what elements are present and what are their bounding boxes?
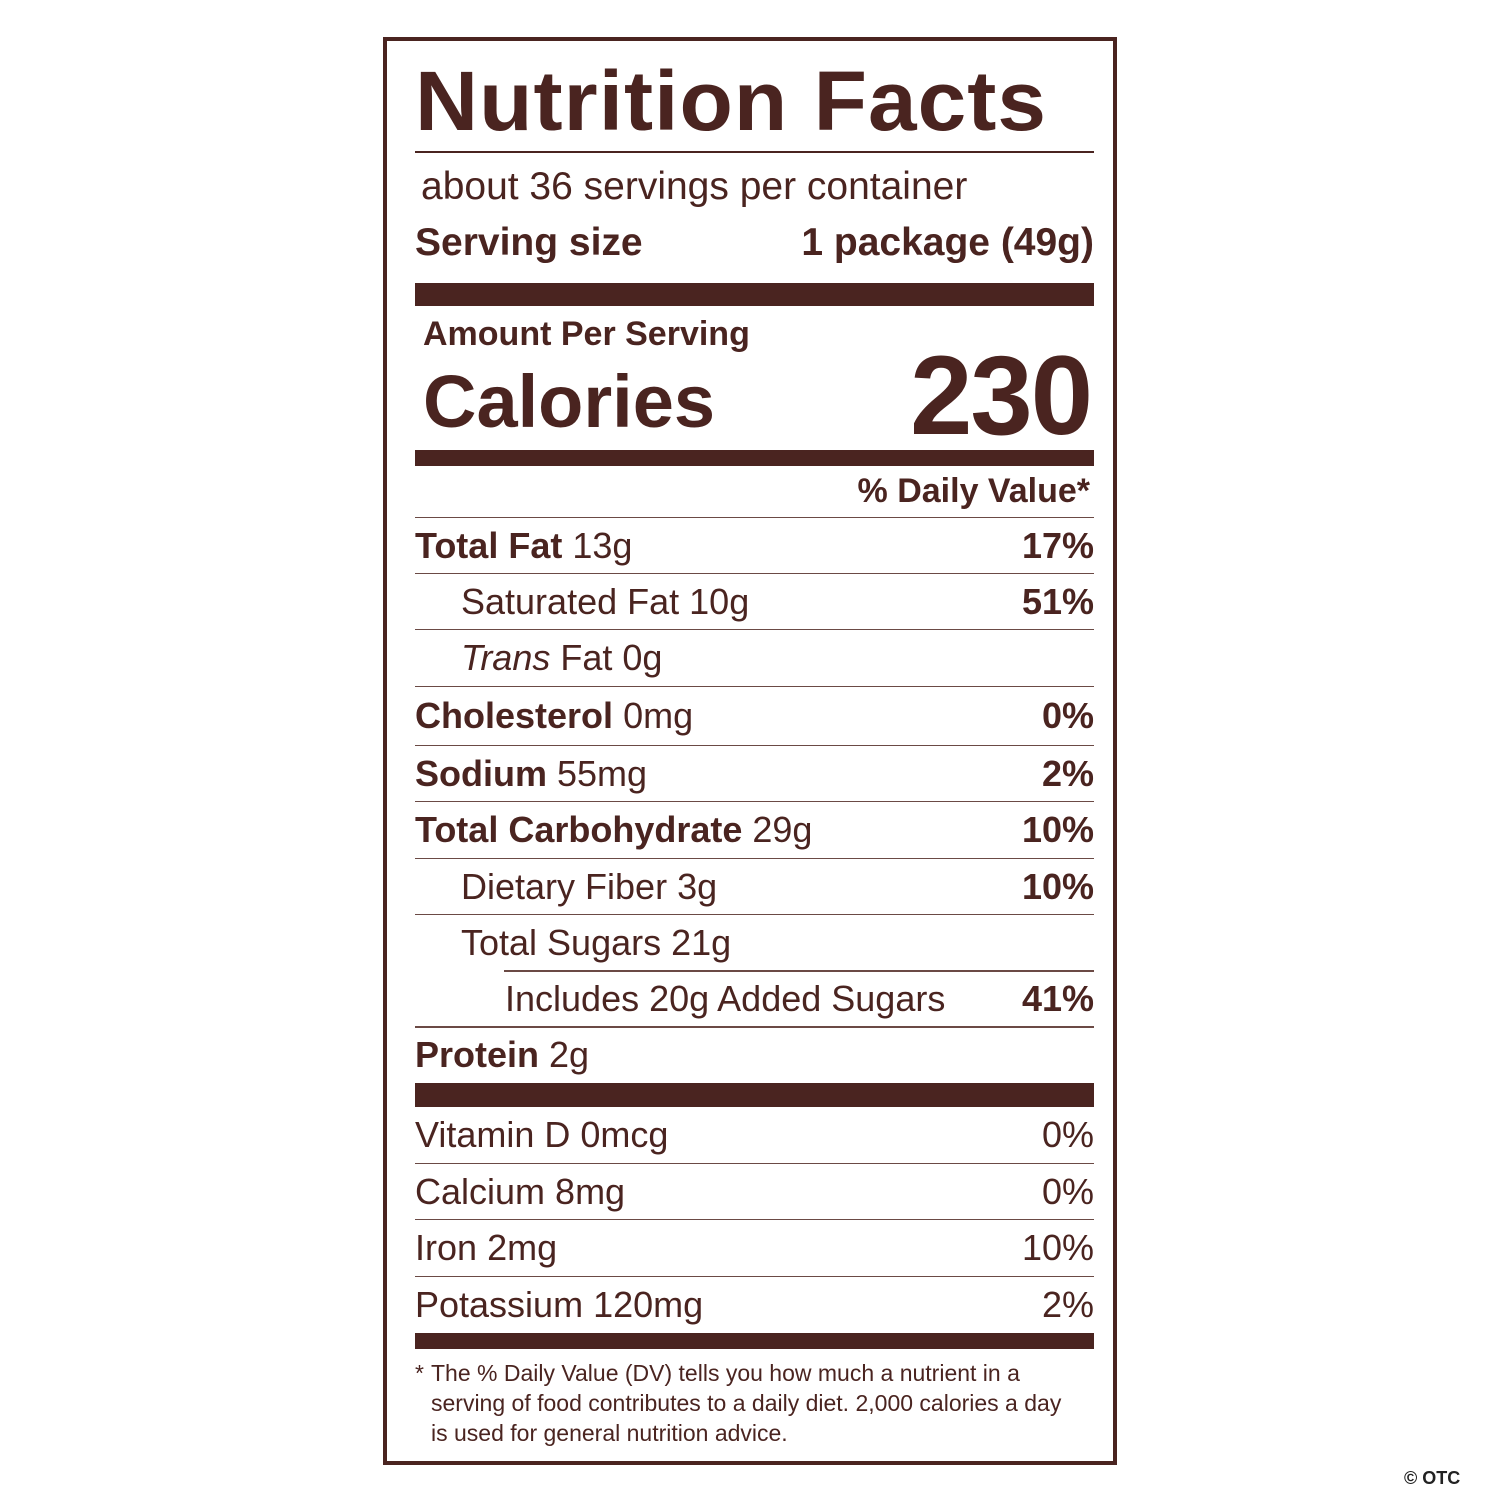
nutrient-amount: 21g [671,922,732,963]
nutrient-amount: 0mg [623,695,694,736]
thick-divider [415,1333,1094,1349]
nutrient-name: Total Carbohydrate [415,809,743,850]
nutrient-name: Total Fat [415,524,563,566]
vitamin-name: Vitamin D [415,1114,571,1155]
serving-size-value: 1 package (49g) [801,221,1094,264]
divider [415,151,1094,153]
daily-value-header: % Daily Value* [415,468,1094,518]
calories-value: 230 [910,333,1093,458]
nutrient-amount: 2g [549,1034,590,1075]
vitamin-dv: 0% [1041,1114,1094,1155]
nutrient-name: Sodium [415,752,547,794]
nutrient-row-total-carbohydrate: Total Carbohydrate 29g 10% [415,802,1094,859]
nutrient-name: Saturated Fat [461,580,680,622]
vitamin-name: Potassium [415,1284,584,1325]
vitamin-row-potassium: Potassium 120mg 2% [415,1277,1094,1333]
nutrient-amount: 55mg [557,752,648,794]
nutrient-name: Cholesterol [415,695,614,736]
nutrition-facts-label: Nutrition Facts about 36 servings per co… [383,37,1117,1465]
nutrient-dv: 41% [1021,978,1094,1019]
vitamin-name: Iron [415,1227,478,1268]
nutrient-row-cholesterol: Cholesterol 0mg 0% [415,687,1094,746]
vitamin-amount: 2mg [487,1227,558,1268]
nutrient-dv: 10% [1021,809,1094,850]
vitamin-dv: 2% [1041,1284,1094,1325]
nutrient-row-sodium: Sodium 55mg 2% [415,746,1094,802]
nutrient-row-dietary-fiber: Dietary Fiber 3g 10% [415,859,1094,915]
footnote-marker: * [415,1360,424,1386]
vitamin-dv: 10% [1021,1227,1094,1268]
watermark: © OTC [1404,1468,1461,1488]
servings-per-container: about 36 servings per container [421,165,968,208]
nutrient-dv: 51% [1021,580,1094,622]
vitamin-amount: 0mcg [580,1114,669,1155]
nutrient-row-protein: Protein 2g [415,1027,1094,1083]
nutrient-row-added-sugars: Includes 20g Added Sugars 41% [415,971,1094,1027]
nutrient-dv: 0% [1041,695,1094,736]
label-title: Nutrition Facts [415,54,1047,148]
vitamin-row-vitamin-d: Vitamin D 0mcg 0% [415,1107,1094,1164]
nutrient-name: Includes 20g Added Sugars [505,978,946,1019]
vitamin-row-iron: Iron 2mg 10% [415,1220,1094,1277]
divider [504,970,1094,972]
vitamin-amount: 8mg [555,1170,626,1212]
nutrient-dv: 10% [1021,865,1094,907]
footnote-text: The % Daily Value (DV) tells you how muc… [431,1360,1062,1446]
nutrient-row-saturated-fat: Saturated Fat 10g 51% [415,574,1094,630]
vitamin-dv: 0% [1041,1170,1094,1212]
nutrient-row-total-sugars: Total Sugars 21g [415,915,1094,971]
vitamin-name: Calcium [415,1170,546,1212]
footnote: * The % Daily Value (DV) tells you how m… [415,1358,1094,1448]
thick-divider [415,1083,1094,1107]
nutrient-name-rest: Fat [560,637,613,678]
nutrient-name: Total Sugars [461,922,662,963]
nutrient-amount: 29g [752,809,813,850]
nutrient-amount: 13g [572,524,633,566]
serving-size-label: Serving size [415,221,643,264]
thick-divider [415,450,1094,466]
vitamin-row-calcium: Calcium 8mg 0% [415,1164,1094,1220]
nutrient-row-total-fat: Total Fat 13g 17% [415,518,1094,574]
nutrient-row-trans-fat: Trans Fat 0g [415,630,1094,687]
nutrient-name: Trans [461,637,551,678]
nutrient-name: Protein [415,1034,540,1075]
vitamin-amount: 120mg [593,1284,704,1325]
divider [415,1026,1094,1028]
calories-label: Calories [423,360,716,443]
nutrient-amount: 0g [622,637,663,678]
amount-per-serving: Amount Per Serving [423,315,750,353]
nutrient-amount: 3g [677,865,718,907]
nutrient-amount: 10g [689,580,750,622]
nutrient-dv: 17% [1021,524,1094,566]
serving-size-row: Serving size 1 package (49g) [415,221,1094,265]
nutrient-name: Dietary Fiber [461,865,668,907]
nutrient-dv: 2% [1041,752,1094,794]
thick-divider [415,283,1094,306]
